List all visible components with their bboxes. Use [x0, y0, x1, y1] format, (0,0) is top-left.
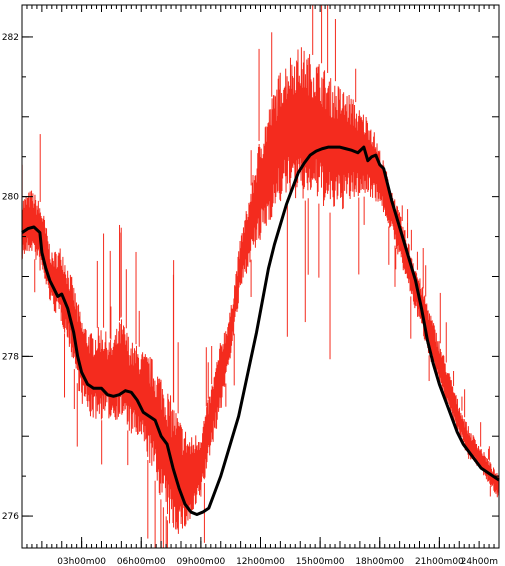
- x-tick-label: 09h00m00: [176, 557, 225, 566]
- y-tick-label: 278: [2, 352, 19, 362]
- x-tick-label: 06h00m00: [117, 557, 166, 566]
- y-tick-label: 282: [2, 33, 19, 43]
- y-tick-label: 280: [2, 193, 19, 203]
- y-tick-label: 276: [2, 512, 19, 522]
- x-tick-label: 18h00m00: [355, 557, 404, 566]
- x-tick-label: 03h00m00: [57, 557, 106, 566]
- smoothed-signal-line: [21, 145, 500, 516]
- minor-ticks: [21, 5, 500, 548]
- x-tick-label: 15h00m00: [296, 557, 345, 566]
- series-smoothed-signal: [21, 145, 500, 516]
- x-tick-label: 24h00m: [461, 557, 498, 566]
- y-axis-ticks: 276 278 280 282: [2, 33, 33, 522]
- x-axis-ticks: 03h00m00 06h00m00 09h00m00 12h00m00 15h00m00…: [57, 537, 500, 566]
- x-tick-label: 21h00m00: [415, 557, 464, 566]
- x-tick-label: 12h00m00: [236, 557, 285, 566]
